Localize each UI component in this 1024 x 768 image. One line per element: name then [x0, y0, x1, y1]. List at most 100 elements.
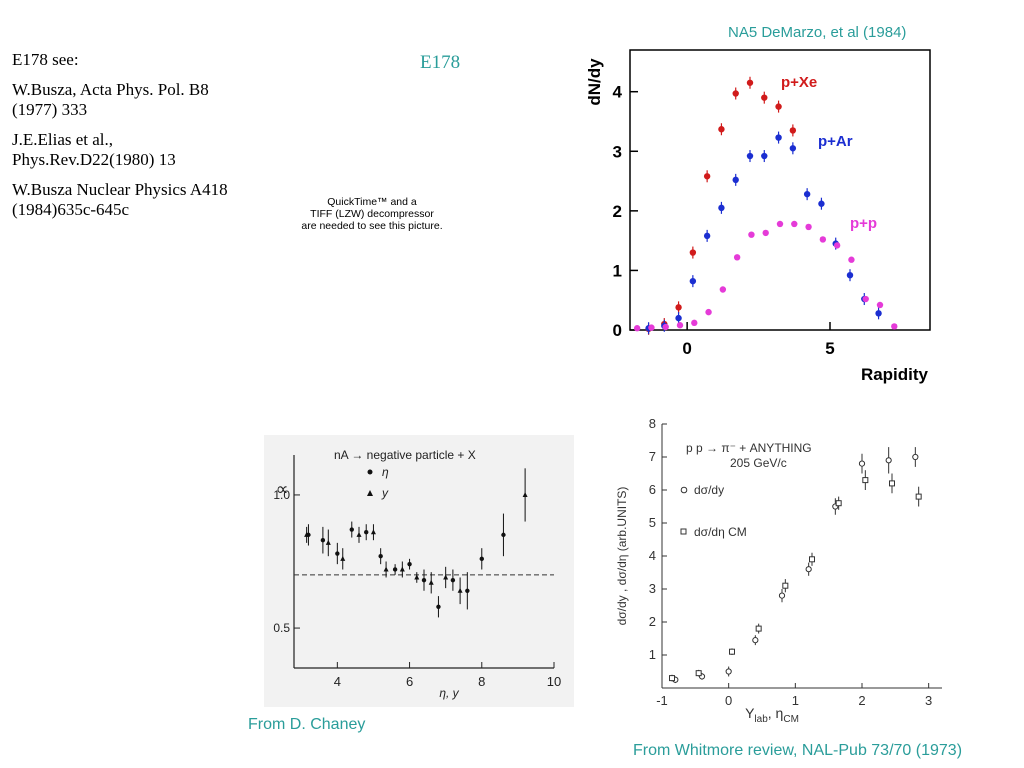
data-point	[782, 582, 789, 589]
series-label: p+Xe	[781, 74, 817, 91]
data-point	[789, 145, 797, 152]
data-point	[789, 127, 797, 134]
data-point	[662, 323, 669, 331]
y-tick-label: 2	[613, 202, 622, 221]
data-point	[676, 322, 684, 329]
y-tick-label: 1	[649, 647, 656, 662]
x-tick-label: 5	[825, 339, 834, 358]
data-point	[364, 530, 369, 535]
x-axis-label-part: Y	[745, 705, 755, 721]
data-point	[501, 532, 506, 538]
data-point	[775, 103, 782, 110]
data-point	[746, 79, 754, 86]
data-point	[479, 556, 484, 562]
data-point	[805, 566, 812, 573]
caption-na5: NA5 DeMarzo, et al (1984)	[728, 24, 907, 41]
data-point	[392, 567, 398, 572]
chart-dndy-rapidity: 0 5 0 1 2 3 4 Rapidity dN/dy p+Xe p+Ar p+p	[585, 49, 931, 384]
data-point	[325, 539, 331, 545]
legend-label: dσ/dy	[694, 483, 724, 497]
data-point	[378, 553, 383, 559]
y-tick-label: 0.5	[273, 621, 290, 635]
data-point	[748, 231, 755, 238]
data-point	[320, 538, 326, 543]
data-point	[862, 477, 869, 484]
data-point	[335, 551, 340, 556]
x-axis-label: Rapidity	[861, 365, 929, 384]
data-point	[912, 453, 919, 461]
data-point	[761, 152, 768, 160]
x-axis-label-part: , η	[768, 705, 784, 721]
plot-frame	[629, 49, 931, 331]
x-tick-label: 1	[792, 693, 799, 708]
y-tick-label: 7	[649, 449, 656, 464]
reference-item: W.Busza Nuclear Physics A418 (1984)635c-…	[12, 180, 228, 219]
data-point	[732, 90, 739, 97]
series-label: p+p	[850, 215, 877, 232]
data-point	[457, 587, 463, 593]
data-point	[414, 574, 420, 580]
data-point	[889, 480, 895, 487]
reference-heading: E178 see:	[12, 50, 79, 69]
y-axis-label: ∝	[276, 479, 289, 499]
y-tick-label: 2	[649, 614, 656, 629]
data-point	[399, 566, 405, 572]
data-point	[695, 670, 702, 677]
x-axis-label-part: lab	[754, 714, 768, 725]
y-tick-label: 4	[649, 548, 656, 563]
y-axis-label: dN/dy	[585, 58, 604, 106]
data-point	[340, 555, 346, 561]
data-point	[703, 173, 711, 180]
y-tick-label: 3	[649, 581, 656, 596]
data-point	[755, 625, 762, 632]
y-axis-label: dσ/dy , dσ/dη (arb.UNITS)	[615, 487, 629, 626]
data-point	[436, 604, 441, 609]
data-point	[778, 592, 786, 599]
y-tick-label: 4	[613, 83, 623, 102]
data-point	[689, 277, 697, 285]
data-point	[689, 249, 697, 256]
y-tick-label: 1	[613, 261, 622, 280]
quicktime-placeholder: QuickTime™ and a TIFF (LZW) decompressor…	[282, 196, 462, 232]
quicktime-line: QuickTime™ and a	[327, 196, 417, 208]
x-axis-label: η, y	[439, 686, 459, 700]
x-tick-label: 0	[682, 339, 691, 358]
y-tick-label: 5	[649, 515, 656, 530]
legend-marker	[680, 528, 687, 535]
data-point	[833, 242, 841, 249]
data-point	[732, 176, 739, 184]
data-point	[835, 500, 842, 507]
data-point	[818, 200, 825, 207]
data-point	[762, 229, 769, 237]
annotation: 205 GeV/c	[730, 456, 787, 470]
data-point	[443, 574, 449, 580]
data-point	[876, 301, 884, 309]
x-tick-label: 0	[725, 693, 732, 708]
y-tick-label: 1.0	[273, 488, 290, 502]
y-tick-label: 3	[613, 142, 622, 161]
data-point	[862, 295, 869, 303]
data-point	[809, 556, 815, 563]
data-point	[428, 579, 434, 585]
x-tick-label: 4	[334, 674, 341, 689]
data-point	[725, 668, 732, 675]
data-point	[803, 190, 811, 198]
caption-chaney: From D. Chaney	[248, 716, 366, 733]
quicktime-line: TIFF (LZW) decompressor	[310, 208, 434, 220]
data-point	[805, 223, 812, 231]
x-tick-label: -1	[656, 693, 668, 708]
series-label: p+Ar	[818, 133, 853, 150]
annotation: p p → π⁻ + ANYTHING	[686, 441, 812, 455]
data-point	[746, 152, 754, 160]
chart-title: nA → negative particle + X	[334, 448, 476, 462]
y-tick-label: 8	[649, 416, 656, 431]
data-point	[858, 460, 866, 467]
legend-label: y	[381, 486, 389, 500]
slide-title: E178	[420, 52, 461, 73]
data-point	[729, 648, 735, 655]
x-tick-label: 3	[925, 693, 932, 708]
data-point	[407, 561, 412, 567]
data-point	[752, 637, 759, 644]
data-point	[718, 204, 725, 212]
